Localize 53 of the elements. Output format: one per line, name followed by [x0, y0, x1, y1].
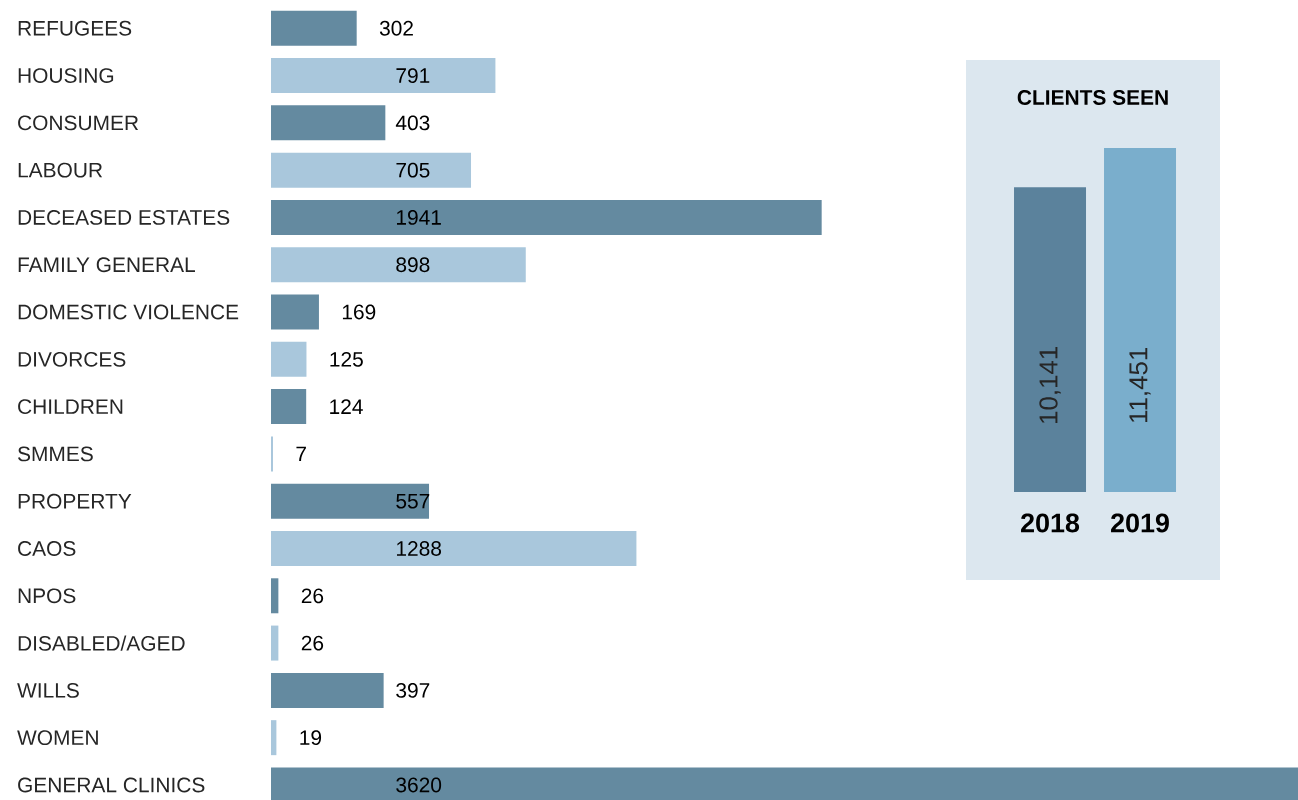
data-label: 705: [396, 162, 430, 178]
data-label: 1941: [396, 210, 441, 225]
y-tick-label: DISABLED/AGED: [18, 635, 185, 651]
y-tick-label: CHILDREN: [18, 399, 123, 415]
bar: [271, 58, 496, 94]
y-tick-label: CAOS: [18, 541, 76, 556]
y-tick-label: FAMILY GENERAL: [18, 257, 195, 273]
bar: [271, 341, 307, 377]
data-label: 7: [296, 446, 306, 462]
bar: [271, 530, 637, 566]
y-tick-label: CONSUMER: [18, 115, 139, 131]
data-label: 19: [300, 730, 322, 746]
y-tick-label: DOMESTIC VIOLENCE: [18, 304, 239, 320]
y-tick-label: DIVORCES: [18, 351, 126, 367]
bar: [271, 247, 526, 283]
data-label: 125: [330, 351, 363, 367]
data-label: 3620: [396, 777, 442, 793]
data-label: 26: [301, 588, 324, 604]
x-tick-label: 2018: [1021, 513, 1080, 533]
y-tick-label: WOMEN: [17, 730, 98, 746]
data-label: 791: [396, 68, 430, 83]
bar: [271, 152, 472, 188]
y-tick-label: HOUSING: [18, 68, 114, 83]
chart-title: CLIENTS SEEN: [1017, 90, 1168, 105]
bar: [271, 10, 357, 46]
y-tick-label: SMMES: [17, 446, 93, 462]
data-label: 124: [330, 399, 363, 414]
bar: [271, 483, 430, 519]
bar: [271, 672, 384, 708]
data-label: 169: [342, 304, 376, 320]
bar: [271, 294, 319, 330]
bar: [271, 720, 277, 756]
bar: [271, 578, 279, 614]
y-tick-label: DECEASED ESTATES: [18, 210, 230, 225]
bar: [271, 199, 822, 235]
bar: [271, 105, 386, 141]
y-tick-label: LABOUR: [18, 162, 103, 178]
data-label: 898: [396, 257, 430, 273]
y-tick-label: REFUGEES: [18, 20, 132, 36]
bar: [271, 389, 307, 425]
data-label: 10,141: [1039, 347, 1061, 423]
bar: [271, 625, 279, 661]
data-label: 1288: [396, 541, 442, 556]
data-label: 26: [301, 635, 324, 651]
data-label: 397: [396, 682, 430, 698]
y-tick-label: PROPERTY: [18, 493, 132, 509]
data-label: 403: [395, 115, 430, 131]
y-tick-label: WILLS: [17, 682, 79, 698]
y-tick-label: NPOS: [18, 588, 76, 604]
data-label: 302: [379, 20, 413, 36]
data-label: 11,451: [1129, 347, 1151, 423]
y-tick-label: GENERAL CLINICS: [18, 777, 205, 793]
x-tick-label: 2019: [1111, 513, 1169, 533]
